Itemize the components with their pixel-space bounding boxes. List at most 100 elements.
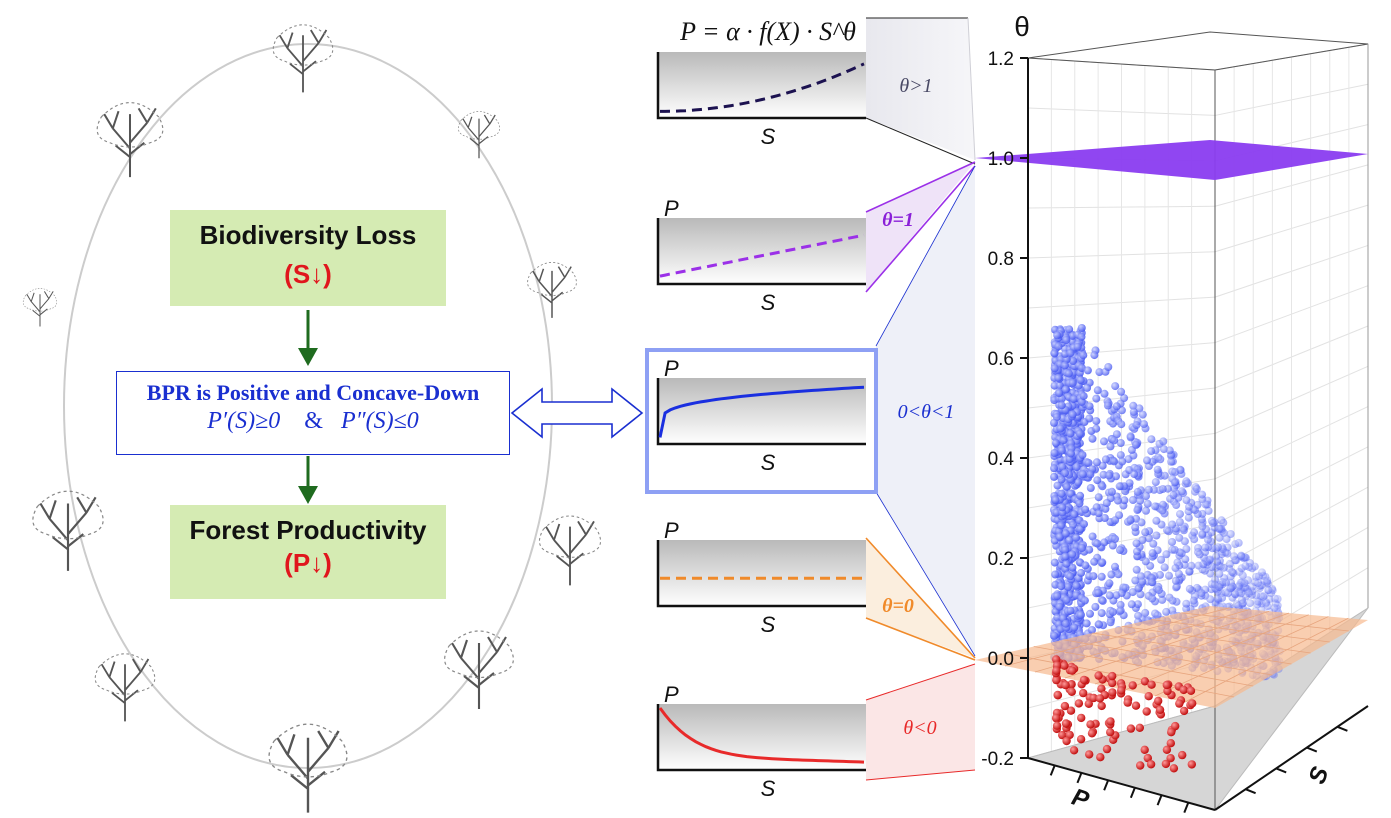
scatter-point <box>1116 600 1125 609</box>
scatter-point <box>1106 728 1115 737</box>
scatter-point <box>1169 764 1179 773</box>
scatter-point <box>1172 501 1181 509</box>
scatter-point <box>1153 611 1162 620</box>
scatter-point <box>1057 446 1066 455</box>
z-tick-label: 0.2 <box>988 549 1014 570</box>
tree-sketch-icon <box>93 652 157 723</box>
scatter-point <box>1106 618 1115 627</box>
y-tick <box>1245 788 1256 795</box>
scatter-point <box>1190 528 1199 537</box>
mini-plot-axes <box>656 378 866 446</box>
mini-plot-panel <box>658 540 866 606</box>
scatter-point <box>1062 736 1071 746</box>
mini-plot-axes <box>656 540 866 608</box>
scatter-point <box>1207 528 1216 537</box>
scatter-point <box>1062 559 1071 568</box>
scatter-point <box>1077 713 1086 723</box>
scatter-point <box>1129 407 1138 416</box>
scatter-point <box>1273 595 1282 603</box>
biodiversity-loss-title: Biodiversity Loss <box>199 220 417 250</box>
scatter-point <box>1186 686 1196 695</box>
mini-plot-axes <box>656 704 866 772</box>
scatter-point <box>1131 441 1140 449</box>
scatter-point <box>1238 571 1247 580</box>
scatter-point <box>1083 383 1092 392</box>
scatter-point <box>1191 506 1199 515</box>
scatter-point <box>1051 439 1060 448</box>
scatter-point <box>1198 522 1207 531</box>
scatter-point <box>1100 514 1109 522</box>
scatter-point <box>1219 518 1228 527</box>
scatter-point <box>1131 523 1140 532</box>
scatter-point <box>1054 373 1063 382</box>
scatter-point <box>1062 595 1071 604</box>
tree-sketch-icon <box>267 722 349 814</box>
scatter-point <box>1074 478 1083 487</box>
scatter-point <box>1103 401 1112 410</box>
scatter-point <box>1108 541 1117 550</box>
mini-plot: SP <box>656 196 866 315</box>
scatter-point <box>1072 581 1081 590</box>
scatter-point <box>1136 496 1145 505</box>
scatter-point <box>1107 487 1116 496</box>
x-tick <box>1156 794 1163 806</box>
mini-plot-ylabel: P <box>664 518 679 543</box>
scatter-point <box>1131 576 1140 585</box>
z-tick-label: 1.2 <box>988 49 1014 70</box>
scatter-point <box>1051 713 1061 723</box>
tree-sketch-icon <box>96 101 164 179</box>
y-tick <box>1306 746 1318 753</box>
scatter-point <box>1050 418 1058 427</box>
scatter-point <box>1090 351 1099 360</box>
scatter-point <box>1051 570 1060 579</box>
scatter-point <box>1067 687 1077 696</box>
scatter-point <box>1114 570 1123 579</box>
plane-grid-line <box>1094 612 1290 685</box>
scatter-point <box>1057 401 1066 410</box>
mini-plot-xlabel: S <box>761 124 776 149</box>
scatter-point <box>1183 479 1192 488</box>
scatter-point <box>1077 332 1086 341</box>
formula: P = α · f(X) · S^θ <box>679 17 856 46</box>
scatter-point <box>1184 513 1193 522</box>
scatter-point <box>1063 482 1071 491</box>
scatter-point <box>1097 572 1106 581</box>
scatter-point <box>1097 701 1106 711</box>
scatter-point <box>1100 389 1109 398</box>
scatter-point <box>1185 584 1194 593</box>
scatter-point <box>1097 609 1106 618</box>
scatter-point <box>1112 472 1120 481</box>
mini-plot-ylabel: P <box>664 196 679 221</box>
mini-plot-curve <box>659 233 865 278</box>
scatter-point <box>1066 429 1075 438</box>
scatter-point <box>1116 451 1125 460</box>
scatter-point <box>1081 505 1090 514</box>
scatter-point <box>1079 351 1088 360</box>
scatter-point <box>1245 589 1253 598</box>
scatter-point <box>1085 402 1094 411</box>
scatter-point <box>1053 481 1062 490</box>
scatter-point <box>1203 500 1212 509</box>
scatter-point <box>1154 696 1163 706</box>
scatter-point <box>1231 589 1239 598</box>
scatter-point <box>1133 547 1141 556</box>
scatter-point <box>1085 414 1094 423</box>
scatter-point <box>1066 489 1075 498</box>
scatter-point <box>1073 342 1082 351</box>
scatter-point <box>1152 531 1161 540</box>
y-tick <box>1275 767 1287 774</box>
scatter-point <box>1162 607 1171 616</box>
scatter-point <box>1061 469 1069 478</box>
scatter-point <box>1062 336 1071 344</box>
scatter-point <box>1263 602 1272 611</box>
scatter-point <box>1178 487 1186 496</box>
scatter-point <box>1143 456 1151 465</box>
scatter-point <box>1076 376 1085 385</box>
y-axis-label: S <box>1304 763 1335 787</box>
scatter-point <box>1117 686 1126 695</box>
scatter-point <box>1132 421 1141 430</box>
scatter-point <box>1055 389 1064 398</box>
scatter-point <box>1077 364 1086 372</box>
theta-label-lt0: θ<0 <box>903 717 936 739</box>
theta-label-eq0: θ=0 <box>882 595 914 617</box>
